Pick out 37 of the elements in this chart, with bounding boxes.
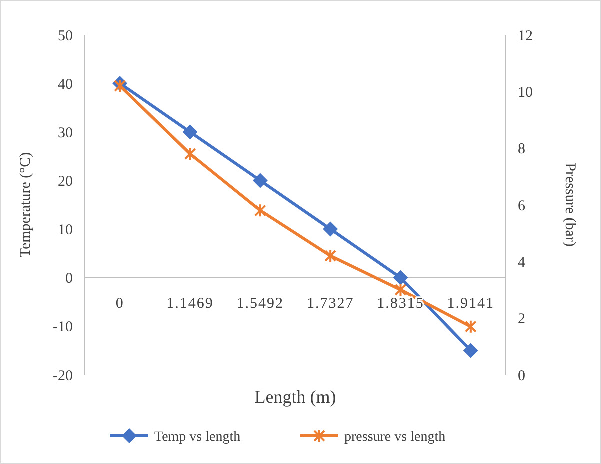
- y2-tick-label: 10: [518, 84, 533, 101]
- y2-tick-label: 4: [518, 254, 526, 271]
- point: [463, 343, 478, 358]
- legend-label: pressure vs length: [344, 430, 446, 445]
- point: [464, 320, 477, 334]
- point: [393, 270, 408, 286]
- y-axis-title: Temperature (°C): [18, 152, 34, 258]
- y2-tick-label: 6: [518, 198, 526, 214]
- y-tick-label: -20: [53, 368, 73, 384]
- y-tick-label: 10: [58, 222, 73, 239]
- point: [394, 283, 407, 297]
- y-tick-label: 50: [58, 28, 73, 44]
- x-tick-label: 1.1469: [166, 296, 214, 312]
- y-tick-label: 40: [58, 76, 73, 93]
- point: [324, 249, 337, 263]
- point: [184, 147, 196, 161]
- x-tick-label: 1.8315: [377, 296, 424, 312]
- x-tick-label: 1.9141: [447, 296, 495, 312]
- y2-tick-label: 8: [518, 142, 526, 158]
- x-tick-label: 0: [116, 296, 124, 312]
- point: [252, 173, 268, 188]
- legend-label: Temp vs length: [154, 430, 241, 445]
- y-tick-label: 0: [66, 271, 73, 288]
- y2-axis-title: Pressure (bar): [562, 163, 578, 247]
- y2-tick-label: 2: [518, 312, 526, 328]
- point: [114, 79, 126, 93]
- y-tick-label: -10: [53, 320, 73, 336]
- y2-tick-label: 12: [518, 28, 533, 44]
- y2-tick-label: 0: [518, 368, 526, 384]
- point: [182, 124, 198, 140]
- x-axis-title: Length (m): [254, 387, 336, 407]
- y-tick-label: 20: [58, 174, 73, 190]
- y-tick-label: 30: [58, 125, 73, 142]
- point: [323, 222, 338, 237]
- x-tick-label: 1.7327: [306, 296, 354, 312]
- point: [254, 204, 266, 218]
- x-tick-label: 1.5492: [236, 296, 284, 312]
